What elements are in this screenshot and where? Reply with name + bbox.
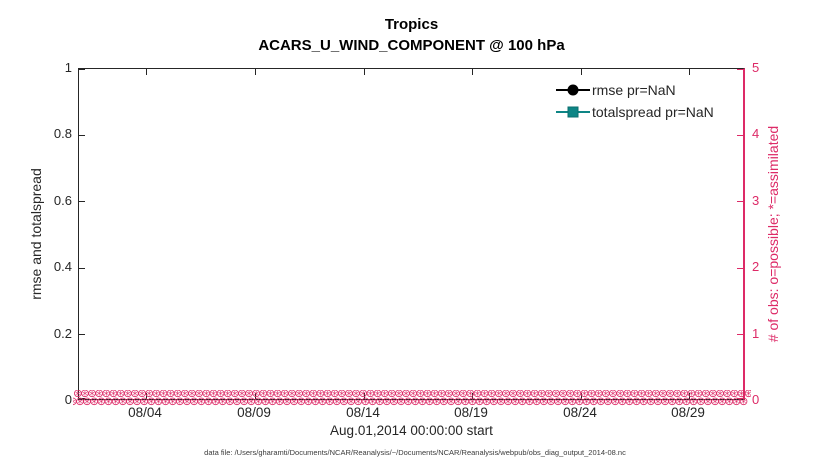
right-tick	[737, 268, 743, 269]
right-tick-label: 3	[752, 193, 760, 208]
legend-key-totalspread	[556, 106, 590, 119]
x-tick	[364, 393, 365, 399]
right-tick	[737, 201, 743, 202]
right-tick	[737, 69, 743, 70]
x-tick	[146, 69, 147, 75]
obs-marker-band: ⊛⊛⊛⊛⊛⊛⊛⊛⊛⊛⊛⊛⊛⊛⊛⊛⊛⊛⊛⊛⊛⊛⊛⊛⊛⊛⊛⊛⊛⊛⊛⊛⊛⊛⊛⊛⊛⊛⊛⊛…	[73, 390, 751, 406]
legend-item-rmse: rmse pr=NaN	[556, 79, 714, 101]
right-tick-label: 2	[752, 259, 760, 274]
obs-marker-row: ⊛⊛⊛⊛⊛⊛⊛⊛⊛⊛⊛⊛⊛⊛⊛⊛⊛⊛⊛⊛⊛⊛⊛⊛⊛⊛⊛⊛⊛⊛⊛⊛⊛⊛⊛⊛⊛⊛⊛⊛…	[73, 390, 751, 400]
left-tick-label: 0.6	[53, 193, 72, 208]
left-tick	[79, 201, 85, 202]
x-tick	[364, 69, 365, 75]
right-tick-label: 5	[752, 60, 760, 75]
left-tick-label: 0	[64, 392, 72, 407]
x-tick-label: 08/29	[671, 405, 705, 420]
x-tick-label: 08/24	[563, 405, 597, 420]
x-tick-label: 08/04	[128, 405, 162, 420]
legend: rmse pr=NaN totalspread pr=NaN	[556, 79, 714, 123]
left-axis-label: rmse and totalspread	[28, 168, 44, 300]
left-tick	[79, 334, 85, 335]
filled-circle-icon	[567, 84, 579, 96]
left-tick	[79, 69, 85, 70]
legend-key-rmse	[556, 84, 590, 97]
right-axis-label: # of obs: o=possible; *=assimilated	[765, 125, 781, 343]
figure-title: Tropics	[384, 16, 439, 33]
x-tick	[581, 69, 582, 75]
x-tick	[689, 393, 690, 399]
obs-marker-row: ⊛⊛⊛⊛⊛⊛⊛⊛⊛⊛⊛⊛⊛⊛⊛⊛⊛⊛⊛⊛⊛⊛⊛⊛⊛⊛⊛⊛⊛⊛⊛⊛⊛⊛⊛⊛⊛⊛⊛⊛…	[73, 393, 748, 406]
x-axis-label: Aug.01,2014 00:00:00 start	[330, 423, 493, 438]
x-tick	[689, 69, 690, 75]
right-tick-label: 0	[752, 392, 760, 407]
right-tick	[737, 398, 743, 399]
x-tick	[146, 393, 147, 399]
right-tick	[737, 334, 743, 335]
legend-label-totalspread: totalspread pr=NaN	[592, 104, 714, 120]
plot-area	[78, 68, 745, 400]
x-tick-label: 08/19	[454, 405, 488, 420]
left-tick-label: 0.4	[53, 259, 72, 274]
right-tick-label: 1	[752, 326, 760, 341]
x-tick	[255, 393, 256, 399]
x-tick	[255, 69, 256, 75]
x-tick	[472, 69, 473, 75]
left-tick-label: 1	[64, 60, 72, 75]
left-tick-label: 0.2	[53, 326, 72, 341]
right-tick	[737, 135, 743, 136]
figure-subtitle: ACARS_U_WIND_COMPONENT @ 100 hPa	[258, 37, 565, 54]
left-tick	[79, 398, 85, 399]
x-tick	[581, 393, 582, 399]
x-tick-label: 08/14	[346, 405, 380, 420]
x-tick	[472, 393, 473, 399]
footer-datafile-path: data file: /Users/gharamti/Documents/NCA…	[204, 448, 626, 457]
left-tick	[79, 135, 85, 136]
legend-item-totalspread: totalspread pr=NaN	[556, 101, 714, 123]
left-tick	[79, 268, 85, 269]
left-tick-label: 0.8	[53, 126, 72, 141]
x-tick-label: 08/09	[237, 405, 271, 420]
right-tick-label: 4	[752, 126, 760, 141]
filled-square-icon	[567, 106, 579, 118]
legend-label-rmse: rmse pr=NaN	[592, 82, 676, 98]
